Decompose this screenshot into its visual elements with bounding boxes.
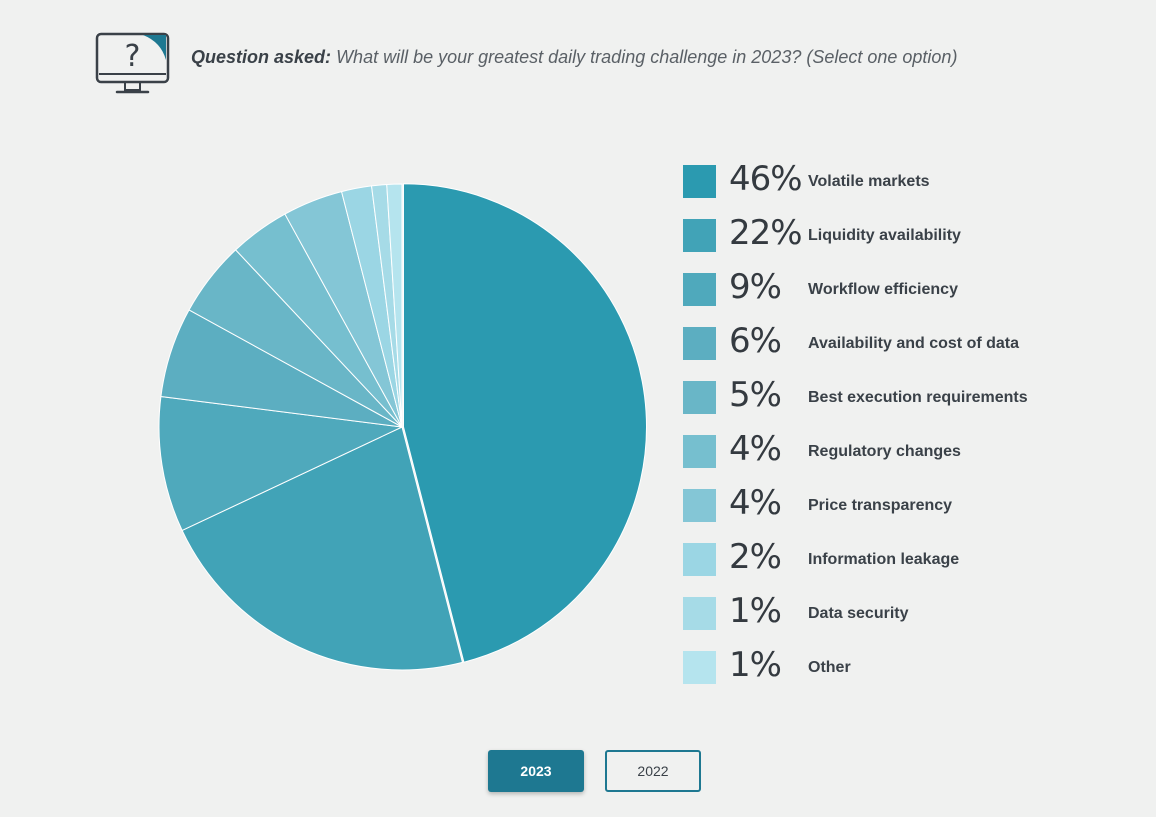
legend-swatch [683, 165, 716, 198]
pie-slice-volatile-markets[interactable] [402, 183, 647, 663]
legend-item-price-transparency: 4% Price transparency [683, 483, 1103, 523]
legend-swatch [683, 489, 716, 522]
legend-percent: 4% [729, 429, 782, 469]
legend-swatch [683, 219, 716, 252]
legend-percent: 9% [729, 267, 782, 307]
legend-percent: 1% [729, 591, 782, 631]
legend-label: Workflow efficiency [808, 281, 958, 298]
legend-swatch [683, 381, 716, 414]
legend-percent: 22% [729, 213, 803, 253]
pie-slice-other[interactable] [386, 183, 403, 428]
legend-swatch [683, 651, 716, 684]
legend-label: Other [808, 659, 851, 676]
legend-swatch [683, 597, 716, 630]
legend-label: Best execution requirements [808, 389, 1028, 406]
legend-item-other: 1% Other [683, 645, 1103, 685]
question-body: What will be your greatest daily trading… [336, 47, 958, 67]
legend-label: Liquidity availability [808, 227, 961, 244]
legend-item-information-leakage: 2% Information leakage [683, 537, 1103, 577]
question-text: Question asked: What will be your greate… [191, 47, 957, 68]
legend-label: Data security [808, 605, 909, 622]
legend-percent: 5% [729, 375, 782, 415]
legend-label: Price transparency [808, 497, 953, 514]
pie-slice-workflow-efficiency[interactable] [158, 395, 404, 532]
svg-text:?: ? [125, 39, 141, 74]
monitor-question-icon: ? [95, 32, 170, 94]
legend-label: Information leakage [808, 551, 960, 568]
legend-item-best-execution-requirements: 5% Best execution requirements [683, 375, 1103, 415]
legend-swatch [683, 327, 716, 360]
legend-item-availability-and-cost-of-data: 6% Availability and cost of data [683, 321, 1103, 361]
pie-chart [158, 183, 647, 671]
legend-label: Availability and cost of data [808, 335, 1020, 352]
question-label: Question asked: [191, 47, 332, 67]
legend-item-liquidity-availability: 22% Liquidity availability [683, 213, 1103, 253]
legend-percent: 46% [729, 159, 803, 199]
pie-slice-liquidity-availability[interactable] [181, 426, 464, 671]
legend-item-data-security: 1% Data security [683, 591, 1103, 631]
legend-percent: 6% [729, 321, 782, 361]
legend-label: Volatile markets [808, 173, 930, 190]
legend-swatch [683, 273, 716, 306]
legend-percent: 4% [729, 483, 782, 523]
legend-swatch [683, 543, 716, 576]
legend-item-regulatory-changes: 4% Regulatory changes [683, 429, 1103, 469]
legend-item-workflow-efficiency: 9% Workflow efficiency [683, 267, 1103, 307]
year-2022-button[interactable]: 2022 [605, 750, 701, 792]
legend-swatch [683, 435, 716, 468]
legend-percent: 1% [729, 645, 782, 685]
legend-item-volatile-markets: 46% Volatile markets [683, 159, 1103, 199]
legend-percent: 2% [729, 537, 782, 577]
year-2023-button[interactable]: 2023 [488, 750, 584, 792]
legend-label: Regulatory changes [808, 443, 961, 460]
